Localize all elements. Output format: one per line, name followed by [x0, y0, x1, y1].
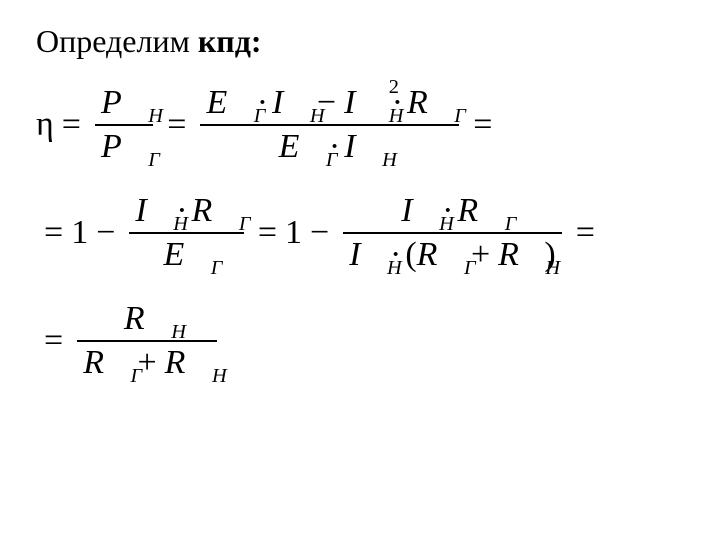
var-R-H: RН [498, 238, 544, 272]
denominator: EГ · IН [273, 128, 387, 166]
numerator: PН [95, 84, 153, 122]
equals: = [44, 324, 63, 358]
one: 1 [285, 216, 302, 250]
var-I-H: IН [401, 194, 438, 228]
minus-op: − [310, 216, 329, 250]
var-I-H: IН [344, 130, 381, 164]
var-R-G: RГ [457, 194, 503, 228]
eq-row-3: = RН RГ + RН [36, 300, 684, 382]
var-P-H: PН [101, 86, 147, 120]
fraction: IН · RГ IН · ( RГ + RН ) [343, 192, 562, 274]
var-E-G: EГ [279, 130, 325, 164]
page: Определим кпд: η = PН PГ = EГ · IН − I2Н… [0, 0, 720, 402]
var-R-G: RГ [407, 86, 453, 120]
heading: Определим кпд: [36, 22, 684, 60]
var-E-G: EГ [163, 238, 209, 272]
eta-symbol: η [36, 108, 54, 142]
numerator: IН · RГ [129, 192, 243, 230]
fraction: RН RГ + RН [77, 300, 217, 382]
fraction: EГ · IН − I2Н · RГ EГ · IН [200, 84, 459, 166]
var-I-H: IН [349, 238, 386, 272]
denominator: RГ + RН [77, 344, 217, 382]
equals: = [44, 216, 63, 250]
numerator: EГ · IН − I2Н · RГ [200, 84, 459, 122]
heading-bold: кпд: [198, 23, 262, 59]
equals: = [62, 108, 81, 142]
fraction: IН · RГ EГ [129, 192, 243, 274]
denominator: IН · ( RГ + RН ) [343, 236, 562, 274]
var-R-H: RН [165, 346, 211, 380]
fraction-bar [200, 124, 459, 126]
equals: = [473, 108, 492, 142]
eq-row-1: η = PН PГ = EГ · IН − I2Н · RГ [36, 84, 684, 166]
eq-row-2: = 1 − IН · RГ EГ = 1 − IН · RГ IН [36, 192, 684, 274]
var-R-G: RГ [417, 238, 463, 272]
var-I-H: IН [272, 86, 309, 120]
var-R-H: RН [124, 302, 170, 336]
one: 1 [71, 216, 88, 250]
fraction: PН PГ [95, 84, 153, 166]
numerator: IН · RГ [395, 192, 509, 230]
equals: = [576, 216, 595, 250]
equals: = [167, 108, 186, 142]
var-I-H-sq: I2Н [344, 86, 388, 120]
fraction-bar [77, 340, 217, 342]
numerator: RН [118, 300, 176, 338]
var-R-G: RГ [192, 194, 238, 228]
denominator: EГ [157, 236, 215, 274]
var-I-H: IН [135, 194, 172, 228]
minus-op: − [96, 216, 115, 250]
var-P-G: PГ [101, 130, 147, 164]
denominator: PГ [95, 128, 153, 166]
heading-normal: Определим [36, 23, 198, 59]
fraction-bar [95, 124, 153, 126]
var-R-G: RГ [83, 346, 129, 380]
equals: = [258, 216, 277, 250]
var-E-G: EГ [206, 86, 252, 120]
lparen: ( [405, 238, 416, 272]
